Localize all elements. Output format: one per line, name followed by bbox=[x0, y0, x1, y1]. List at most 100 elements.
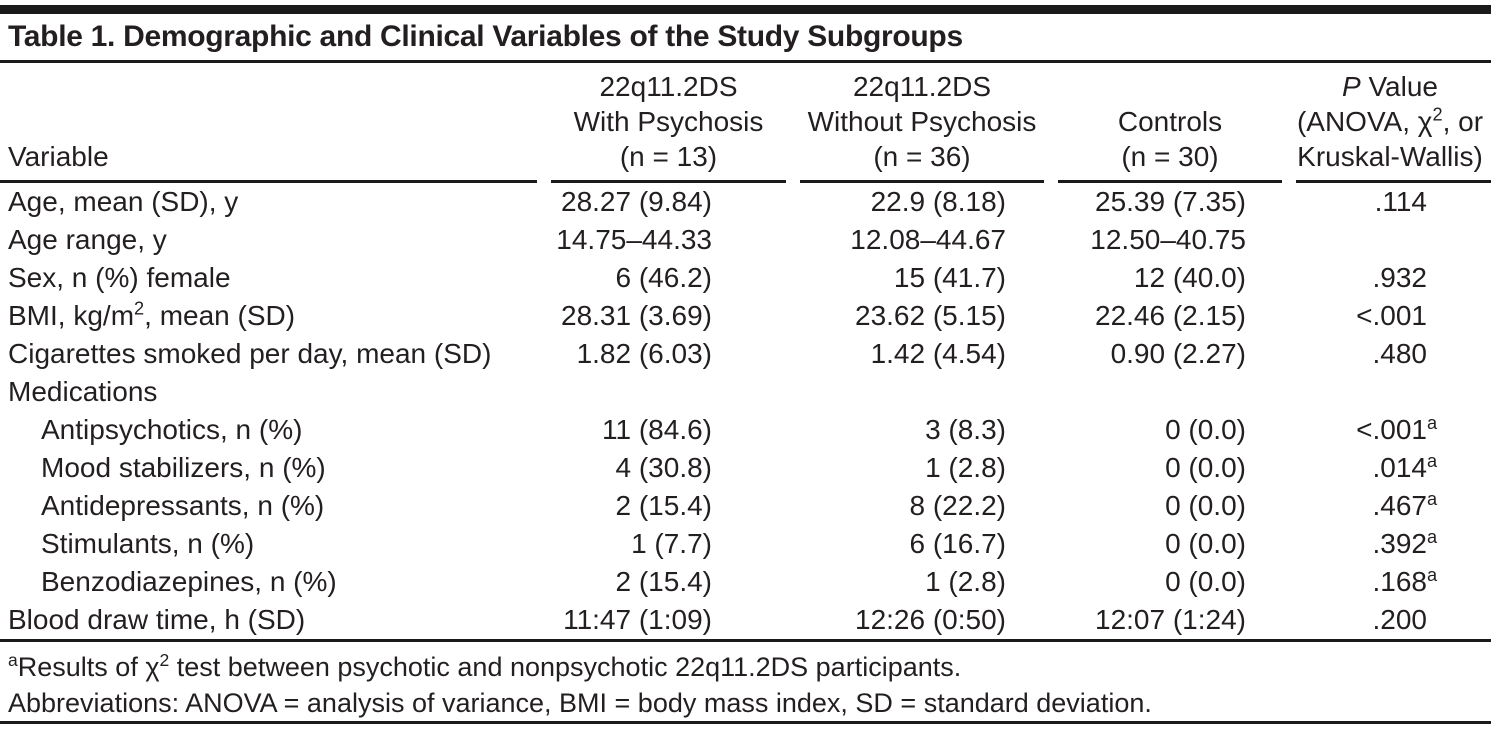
demographics-table: Variable 22q11.2DS With Psychosis (n = 13) 2… bbox=[0, 63, 1491, 639]
value-cell: 28.31 (3.69) bbox=[561, 300, 712, 331]
value-cell: .014a bbox=[1372, 450, 1438, 483]
value-cell: 12:07 (1:24) bbox=[1095, 604, 1246, 635]
table-row: Benzodiazepines, n (%) 2 (15.4) 1 (2.8) 0 (… bbox=[0, 563, 1491, 601]
row-label: Blood draw time, h (SD) bbox=[8, 604, 306, 635]
table-row: Age, mean (SD), y 28.27 (9.84) 22.9 (8.18)… bbox=[0, 183, 1491, 221]
value-cell: 11:47 (1:09) bbox=[563, 604, 712, 635]
value-cell: 22.9 (8.18) bbox=[870, 186, 1006, 217]
table-title-row: Table 1. Demographic and Clinical Variab… bbox=[0, 14, 1491, 60]
column-header-22q112ds-without-psychosis: 22q11.2DS Without Psychosis (n = 36) bbox=[793, 63, 1051, 183]
row-label: Medications bbox=[8, 376, 158, 407]
header-line: (n = 30) bbox=[1121, 141, 1219, 172]
header-line: P Value bbox=[1341, 71, 1438, 102]
value-cell: 25.39 (7.35) bbox=[1095, 186, 1246, 217]
value-cell: 4 (30.8) bbox=[615, 452, 713, 483]
value-cell: 2 (15.4) bbox=[615, 490, 713, 521]
value-cell: 1.42 (4.54) bbox=[870, 338, 1006, 369]
table-row: Stimulants, n (%) 1 (7.7) 6 (16.7) 0 (0.0).… bbox=[0, 525, 1491, 563]
column-header-controls: Controls (n = 30) bbox=[1051, 63, 1289, 183]
value-cell: 12.08–44.67 bbox=[850, 224, 1006, 255]
value-cell: 6 (16.7) bbox=[909, 528, 1007, 559]
value-cell: 0.90 (2.27) bbox=[1110, 338, 1246, 369]
row-label: Cigarettes smoked per day, mean (SD) bbox=[8, 338, 492, 369]
table-row: Antipsychotics, n (%) 11 (84.6) 3 (8.3) 0 (… bbox=[0, 411, 1491, 449]
value-cell: 2 (15.4) bbox=[615, 566, 713, 597]
value-cell: 1 (7.7) bbox=[631, 528, 712, 559]
header-line: (n = 36) bbox=[873, 141, 971, 172]
value-cell: .932 bbox=[1372, 262, 1428, 293]
table-row: Antidepressants, n (%) 2 (15.4) 8 (22.2) 0 … bbox=[0, 487, 1491, 525]
value-cell: 15 (41.7) bbox=[893, 262, 1006, 293]
value-cell: .200 bbox=[1372, 604, 1428, 635]
value-cell: 14.75–44.33 bbox=[556, 224, 712, 255]
value-cell: .467a bbox=[1372, 488, 1438, 521]
value-cell: <.001 bbox=[1356, 300, 1427, 331]
value-cell bbox=[1051, 373, 1289, 411]
row-label: Age, mean (SD), y bbox=[8, 186, 239, 217]
value-cell: 22.46 (2.15) bbox=[1095, 300, 1246, 331]
row-label: Stimulants, n (%) bbox=[41, 528, 255, 559]
header-line: Variable bbox=[8, 141, 109, 172]
value-cell: 12 (40.0) bbox=[1133, 262, 1246, 293]
title-rule bbox=[0, 60, 1491, 63]
value-cell: 12:26 (0:50) bbox=[855, 604, 1006, 635]
value-cell: 1 (2.8) bbox=[925, 452, 1006, 483]
value-cell: 3 (8.3) bbox=[925, 414, 1006, 445]
value-cell: 0 (0.0) bbox=[1165, 490, 1246, 521]
value-cell: .114 bbox=[1374, 186, 1427, 217]
value-cell: 28.27 (9.84) bbox=[561, 186, 712, 217]
header-line: Without Psychosis bbox=[807, 106, 1037, 137]
row-label: BMI, kg/m2, mean (SD) bbox=[8, 298, 296, 331]
value-cell: 6 (46.2) bbox=[615, 262, 713, 293]
table-row: BMI, kg/m2, mean (SD) 28.31 (3.69) 23.62 (… bbox=[0, 297, 1491, 335]
value-cell: 12.50–40.75 bbox=[1090, 224, 1246, 255]
header-line: Kruskal-Wallis) bbox=[1297, 141, 1483, 172]
table-row: Mood stabilizers, n (%) 4 (30.8) 1 (2.8) 0 … bbox=[0, 449, 1491, 487]
table-title: Table 1. Demographic and Clinical Variab… bbox=[8, 20, 963, 53]
value-cell: 1.82 (6.03) bbox=[576, 338, 712, 369]
header-line: (n = 13) bbox=[619, 141, 718, 172]
footnotes: aResults of χ2 test between psychotic an… bbox=[0, 642, 1491, 721]
value-cell: .392a bbox=[1372, 526, 1438, 559]
row-label: Benzodiazepines, n (%) bbox=[41, 566, 337, 597]
row-label: Sex, n (%) female bbox=[8, 262, 231, 293]
row-label: Antipsychotics, n (%) bbox=[41, 414, 303, 445]
value-cell: 0 (0.0) bbox=[1165, 566, 1246, 597]
header-line: With Psychosis bbox=[573, 106, 764, 137]
value-cell: .480 bbox=[1372, 338, 1428, 369]
footnote: aResults of χ2 test between psychotic an… bbox=[8, 650, 962, 682]
bottom-rule bbox=[0, 721, 1491, 724]
header-row: Variable 22q11.2DS With Psychosis (n = 13) 2… bbox=[0, 63, 1491, 183]
row-label: Mood stabilizers, n (%) bbox=[41, 452, 326, 483]
column-header-p-value: P Value (ANOVA, χ2, or Kruskal-Wallis) bbox=[1289, 63, 1491, 183]
footnote: Abbreviations: ANOVA = analysis of varia… bbox=[8, 688, 1152, 718]
value-cell: .168a bbox=[1372, 564, 1438, 597]
table-top-bar bbox=[0, 5, 1491, 14]
table-row: Medications bbox=[0, 373, 1491, 411]
value-cell: 1 (2.8) bbox=[925, 566, 1006, 597]
header-line: Controls bbox=[1117, 106, 1223, 137]
value-cell: 0 (0.0) bbox=[1165, 528, 1246, 559]
header-line: (ANOVA, χ2, or bbox=[1296, 104, 1484, 137]
column-header-22q112ds-with-psychosis: 22q11.2DS With Psychosis (n = 13) bbox=[544, 63, 793, 183]
body-bottom-rule bbox=[0, 639, 1491, 642]
header-line: 22q11.2DS bbox=[599, 71, 738, 102]
value-cell: 0 (0.0) bbox=[1165, 452, 1246, 483]
table-row: Blood draw time, h (SD) 11:47 (1:09) 12:26… bbox=[0, 601, 1491, 639]
row-label: Antidepressants, n (%) bbox=[41, 490, 325, 521]
value-cell: 8 (22.2) bbox=[909, 490, 1007, 521]
header-line: 22q11.2DS bbox=[852, 71, 992, 102]
table-header: Variable 22q11.2DS With Psychosis (n = 13) 2… bbox=[0, 63, 1491, 183]
value-cell: 11 (84.6) bbox=[602, 414, 712, 445]
table-row: Cigarettes smoked per day, mean (SD) 1.82… bbox=[0, 335, 1491, 373]
value-cell bbox=[793, 373, 1051, 411]
value-cell bbox=[544, 373, 793, 411]
value-cell: <.001a bbox=[1356, 412, 1438, 445]
value-cell: 0 (0.0) bbox=[1165, 414, 1246, 445]
table-body: Age, mean (SD), y 28.27 (9.84) 22.9 (8.18)… bbox=[0, 183, 1491, 639]
value-cell bbox=[1289, 373, 1491, 411]
row-label: Age range, y bbox=[8, 224, 167, 255]
value-cell: 23.62 (5.15) bbox=[855, 300, 1006, 331]
table-row: Sex, n (%) female 6 (46.2) 15 (41.7) 12 (40… bbox=[0, 259, 1491, 297]
